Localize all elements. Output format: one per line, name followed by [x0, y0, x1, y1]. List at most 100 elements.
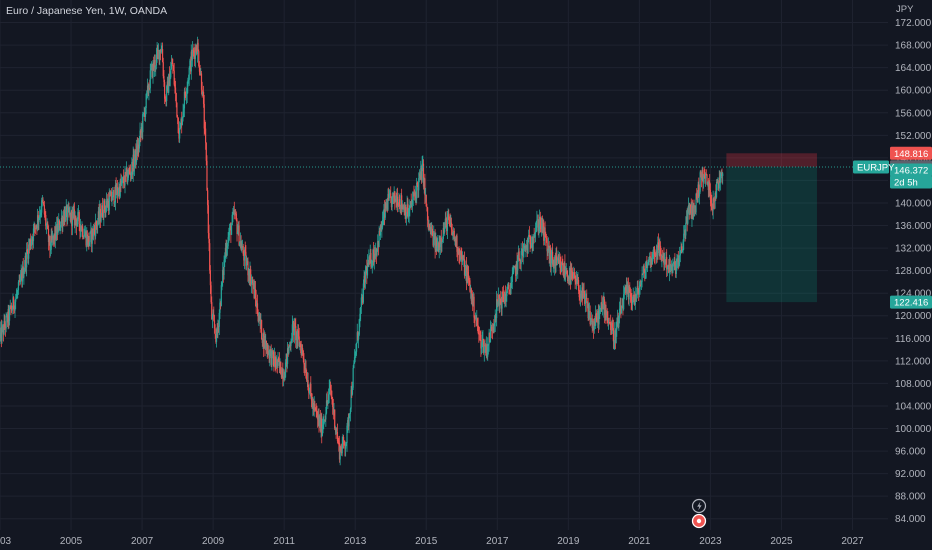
candle	[420, 165, 423, 184]
candle	[5, 312, 7, 333]
candle	[366, 254, 369, 279]
candle	[636, 280, 638, 299]
candle	[696, 188, 698, 200]
candle	[9, 299, 11, 310]
candle	[209, 265, 211, 294]
candle	[133, 150, 136, 176]
candle	[421, 156, 423, 183]
candle	[304, 362, 306, 376]
candle	[577, 271, 579, 285]
candle	[258, 312, 260, 326]
candle	[104, 205, 106, 218]
candle	[261, 319, 263, 340]
candle	[161, 45, 163, 52]
candle	[170, 55, 173, 70]
candle	[94, 224, 96, 245]
candle	[483, 340, 485, 362]
take-profit-zone[interactable]	[726, 166, 817, 303]
candle	[455, 234, 457, 248]
candle	[429, 222, 431, 235]
candle	[395, 192, 397, 208]
candle	[190, 44, 192, 80]
candle	[609, 321, 611, 326]
candle	[646, 262, 649, 273]
candle	[102, 209, 104, 221]
candle	[677, 250, 679, 270]
candle	[250, 265, 252, 287]
candle	[336, 427, 338, 435]
candle	[682, 239, 684, 254]
candle	[523, 243, 525, 258]
candle	[232, 207, 234, 223]
candle	[19, 274, 21, 286]
candle	[218, 309, 220, 336]
candle	[621, 297, 623, 308]
candle	[325, 406, 327, 427]
position-tool[interactable]	[726, 153, 817, 303]
candle	[443, 222, 445, 234]
candle	[345, 441, 347, 447]
candle	[11, 305, 13, 315]
candle	[128, 164, 130, 175]
candle	[688, 202, 690, 220]
candle	[42, 197, 44, 204]
candle	[509, 282, 511, 296]
candle	[630, 288, 632, 310]
candle	[527, 236, 529, 255]
candle	[720, 169, 722, 179]
candle	[457, 246, 459, 262]
candle	[182, 103, 184, 122]
candle	[718, 170, 720, 192]
candle	[176, 102, 178, 118]
candle	[86, 230, 89, 247]
stop-loss-zone[interactable]	[726, 153, 817, 167]
candle	[493, 319, 495, 334]
candle	[515, 260, 518, 282]
candle	[112, 187, 114, 201]
candle	[137, 138, 139, 157]
candle	[343, 440, 345, 446]
candle	[567, 274, 569, 284]
candle	[517, 255, 519, 279]
candle	[588, 302, 591, 320]
candle	[238, 220, 240, 247]
candle	[622, 298, 624, 316]
candle	[68, 202, 70, 218]
candle	[264, 332, 266, 357]
candle	[278, 352, 280, 374]
candle	[85, 230, 87, 248]
candle	[344, 440, 346, 457]
candle	[46, 218, 48, 230]
candle	[420, 160, 422, 180]
candle	[539, 209, 541, 234]
candle	[34, 223, 36, 237]
candle	[239, 241, 241, 247]
candle	[235, 209, 237, 220]
lightning-icon[interactable]	[691, 498, 707, 514]
candle	[519, 259, 522, 270]
candle	[325, 393, 328, 415]
candle	[482, 330, 484, 348]
candle	[560, 261, 563, 273]
y-tick-label: 160.000	[895, 86, 932, 97]
candle	[97, 217, 99, 234]
candle	[353, 349, 356, 364]
candle	[484, 339, 486, 347]
candle	[588, 303, 590, 321]
candle	[699, 170, 701, 194]
candle	[558, 254, 560, 265]
candle	[228, 227, 230, 243]
price-axis[interactable]: 84.000 88.000 92.000 96.000 100.000 104.000 10…	[895, 18, 932, 525]
candle	[368, 254, 371, 265]
candle	[636, 287, 638, 303]
candle	[696, 190, 699, 203]
svg-text:2d 5h: 2d 5h	[894, 178, 918, 189]
candle	[55, 225, 57, 241]
event-flag-icon[interactable]	[691, 513, 707, 529]
candle	[316, 405, 318, 419]
grid	[0, 0, 888, 530]
time-axis[interactable]: 2003 2005 2007 2009 2011 2013 2015 2017 2019 2021…	[0, 536, 864, 547]
y-tick-label: 156.000	[895, 108, 932, 119]
